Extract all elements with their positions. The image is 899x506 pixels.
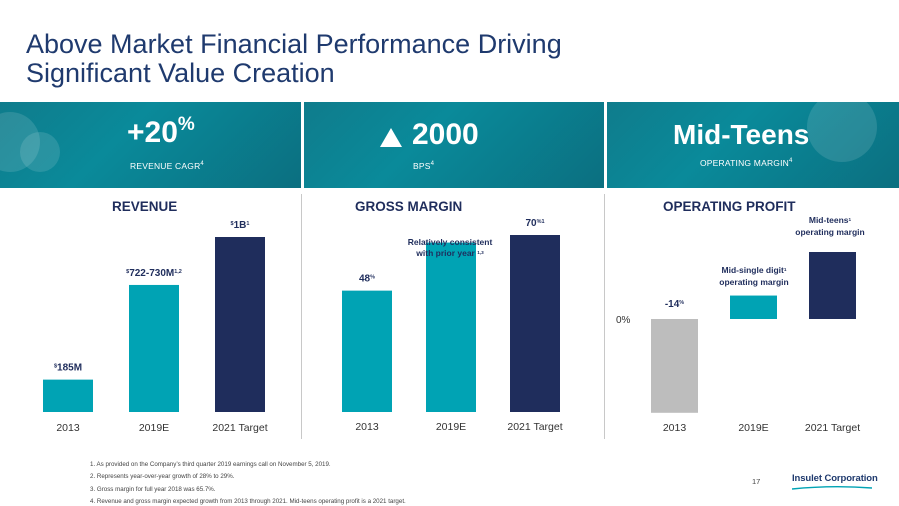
annotation-text: Mid-teens1 <box>809 215 852 225</box>
banner-decor <box>20 132 60 172</box>
banner-gross-margin-bps: 2000 BPS4 <box>304 102 604 188</box>
x-tick-label: 2019E <box>139 422 169 434</box>
data-label: 70%1 <box>525 218 544 229</box>
chart-bar <box>215 237 265 412</box>
chart-bar <box>43 379 93 412</box>
banner-revenue-cagr: +20% REVENUE CAGR4 <box>0 102 301 188</box>
page-number: 17 <box>752 477 761 486</box>
footnote-4: 4. Revenue and gross margin expected gro… <box>90 497 406 505</box>
banner-label: REVENUE CAGR4 <box>130 161 204 171</box>
chart-bar <box>510 235 560 412</box>
chart-bar <box>129 284 179 412</box>
x-tick-label: 2019E <box>436 421 466 433</box>
annotation-text: operating margin <box>795 227 864 237</box>
revenue-chart-title: REVENUE <box>112 199 178 214</box>
banner-operating-margin: Mid-Teens OPERATING MARGIN4 <box>607 102 899 188</box>
footnote-2: 2. Represents year-over-year growth of 2… <box>90 473 235 481</box>
data-label: $722-730M1,2 <box>126 268 182 279</box>
x-tick-label: 2013 <box>663 422 687 434</box>
x-tick-label: 2013 <box>355 421 379 433</box>
annotation-text: operating margin <box>719 277 788 287</box>
x-tick-label: 2021 Target <box>212 422 267 434</box>
x-tick-label: 2019E <box>738 422 768 434</box>
annotation-text: Mid-single digit1 <box>722 265 787 275</box>
operating-profit-chart-title: OPERATING PROFIT <box>663 199 796 214</box>
banner-label: OPERATING MARGIN4 <box>700 158 793 168</box>
banner-decor <box>807 102 877 162</box>
banner-value: Mid-Teens <box>673 119 810 150</box>
banner-value: 2000 <box>412 118 479 151</box>
chart-bar <box>651 319 698 413</box>
title-line-1: Above Market Financial Performance Drivi… <box>26 29 562 59</box>
data-label: $185M <box>54 363 82 374</box>
page-title: Above Market Financial Performance Drivi… <box>26 30 746 88</box>
up-triangle-icon <box>380 128 402 147</box>
banner-label: BPS4 <box>413 161 435 171</box>
footnotes: 1. As provided on the Company’s third qu… <box>90 459 406 506</box>
footnote-1: 1. As provided on the Company’s third qu… <box>90 461 331 468</box>
footnote-3: 3. Gross margin for full year 2018 was 6… <box>90 485 216 493</box>
title-line-2: Significant Value Creation <box>26 58 335 88</box>
annotation-text: Relatively consistent <box>408 237 493 247</box>
panel-divider <box>604 194 605 439</box>
logo-swoosh-icon <box>792 486 872 490</box>
x-tick-label: 2021 Target <box>507 421 562 433</box>
annotation-text: with prior year 1,3 <box>415 248 484 258</box>
x-tick-label: 2021 Target <box>805 422 860 434</box>
data-label: 48% <box>359 274 375 285</box>
chart-bar <box>426 242 476 412</box>
x-tick-label: 2013 <box>56 422 80 434</box>
chart-bar <box>730 295 777 319</box>
panel-divider <box>301 194 302 439</box>
chart-bar <box>809 252 856 319</box>
company-logo: Insulet Corporation <box>792 473 878 484</box>
banner-value: +20% <box>127 114 195 149</box>
zero-axis-label: 0% <box>616 315 631 326</box>
chart-bar <box>342 290 392 412</box>
gross-margin-chart-title: GROSS MARGIN <box>355 199 463 214</box>
data-label: $1B1 <box>231 220 250 231</box>
data-label: -14% <box>665 299 684 310</box>
